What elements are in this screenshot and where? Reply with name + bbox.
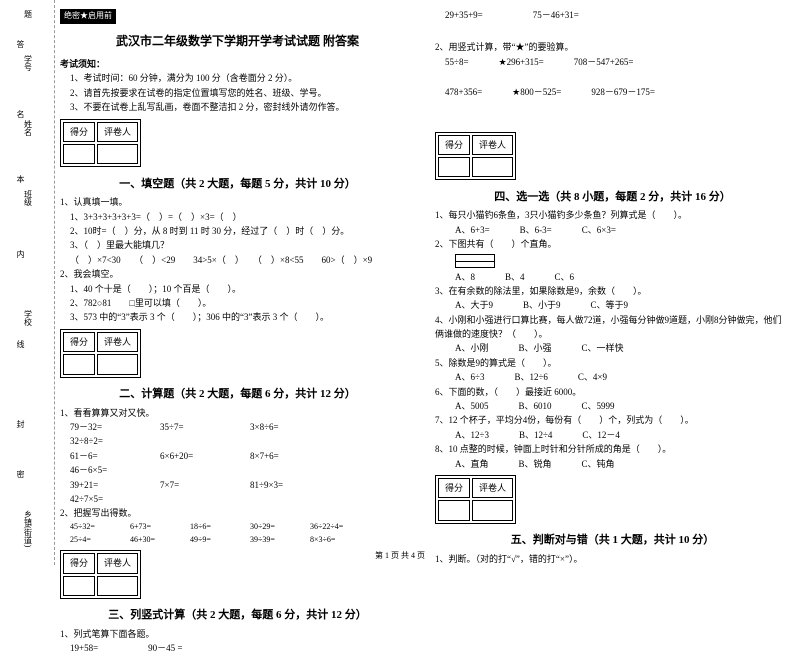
opt-row: A、大于9B、小于9C、等于9 — [435, 298, 790, 312]
q-text: 8、10 点整的时候，钟面上时针和分针所成的角是（ ）。 — [435, 442, 790, 456]
notice-line: 3、不要在试卷上乱写乱画，卷面不整洁扣 2 分，密封线外请勿作答。 — [60, 100, 415, 114]
section-1-title: 一、填空题（共 2 大题，每题 5 分，共计 10 分） — [60, 176, 415, 194]
left-column: 绝密★启用前 武汉市二年级数学下学期开学考试试题 附答案 考试须知： 1、考试时… — [60, 8, 415, 545]
score-box: 得分 评卷人 — [60, 329, 141, 378]
bind-mark: 封 — [15, 420, 26, 428]
page-footer: 第 1 页 共 4 页 — [0, 550, 800, 561]
score-box: 得分 评卷人 — [435, 475, 516, 524]
rectangle-figure — [455, 254, 495, 268]
bind-mark: 内 — [15, 250, 26, 258]
calc-row: 25÷4=46+30=49÷9=39÷39=8×3÷6= — [60, 534, 415, 547]
q-text: 1、每只小猫钓6条鱼，3只小猫钓多少条鱼？列算式是（ ）。 — [435, 208, 790, 222]
section-3-title: 三、列竖式计算（共 2 大题，每题 6 分，共计 12 分） — [60, 607, 415, 625]
grader-label: 评卷人 — [97, 332, 138, 352]
q-item: （ ）×7<30 （ ）<29 34>5×（ ） （ ）×8<55 60>（ ）… — [60, 253, 415, 267]
grader-label: 评卷人 — [472, 135, 513, 155]
q-item: 3、（ ）里最大能填几？ — [60, 238, 415, 252]
bind-mark: 本 — [15, 175, 26, 183]
bind-label: 学校 — [23, 310, 34, 326]
section-4-title: 四、选一选（共 8 小题，每题 2 分，共计 16 分） — [435, 189, 790, 207]
q-text: 4、小刚和小强进行口算比赛，每人做72道，小强每分钟做9道题，小刚8分钟做完，他… — [435, 313, 790, 342]
bind-label: 题 — [23, 10, 34, 18]
q-text: 1、认真填一填。 — [60, 195, 415, 209]
score-label: 得分 — [63, 122, 95, 142]
notice-line: 1、考试时间：60 分钟，满分为 100 分（含卷面分 2 分）。 — [60, 71, 415, 85]
q-item: 3、573 中的“3”表示 3 个（ ）；306 中的“3”表示 3 个（ ）。 — [60, 310, 415, 324]
bind-mark: 答 — [15, 40, 26, 48]
calc-row: 29+35+9=75－46+31= — [435, 8, 790, 22]
score-label: 得分 — [438, 478, 470, 498]
score-box: 得分 评卷人 — [435, 132, 516, 181]
q-item: 1、3+3+3+3+3+3=（ ）=（ ）×3=（ ） — [60, 210, 415, 224]
opt-row: A、8B、4C、6 — [435, 270, 790, 284]
score-label: 得分 — [438, 135, 470, 155]
bind-mark: 线 — [15, 340, 26, 348]
opt-row: A、12÷3B、12÷4C、12－4 — [435, 428, 790, 442]
grader-label: 评卷人 — [472, 478, 513, 498]
calc-row: 19+58=90－45 = — [60, 641, 415, 655]
bind-label: 姓名 — [23, 120, 34, 136]
score-label: 得分 — [63, 332, 95, 352]
q-item: 2、782○81 □里可以填（ ）。 — [60, 296, 415, 310]
q-text: 6、下面的数，（ ）最接近 6000。 — [435, 385, 790, 399]
q-text: 2、用竖式计算，带“★”的要验算。 — [435, 40, 790, 54]
q-item: 2、10时=（ ）分，从 8 时到 11 时 30 分，经过了（ ）时（ ）分。 — [60, 224, 415, 238]
calc-row: 55÷8=★296+315=708－547+265= — [435, 55, 790, 69]
calc-row: 61－6=6×6+20=8×7+6=46－6×5= — [60, 449, 415, 478]
opt-row: A、6+3=B、6-3=C、6×3= — [435, 223, 790, 237]
opt-row: A、6÷3B、12÷6C、4×9 — [435, 370, 790, 384]
bind-label: 班级 — [23, 190, 34, 206]
notice-line: 2、请首先按要求在试卷的指定位置填写您的姓名、班级、学号。 — [60, 86, 415, 100]
q-item: 1、40 个十是（ ）；10 个百是（ ）。 — [60, 282, 415, 296]
exam-title: 武汉市二年级数学下学期开学考试试题 附答案 — [60, 32, 415, 51]
calc-row: 79－32=35÷7=3×8÷6=32÷8÷2= — [60, 420, 415, 449]
grader-label: 评卷人 — [97, 122, 138, 142]
q-text: 2、把握写出得数。 — [60, 506, 415, 520]
opt-row: A、5005B、6010C、5999 — [435, 399, 790, 413]
q-text: 1、看看算算又对又快。 — [60, 406, 415, 420]
binding-margin: 题 学号 答 姓名 名 班级 本 内 学校 线 封 密 乡镇(街道) — [0, 0, 55, 565]
q-text: 2、我会填空。 — [60, 267, 415, 281]
calc-row: 39+21=7×7=81÷9×3=42÷7×5= — [60, 478, 415, 507]
calc-row: 45÷32=6+73=18÷6=30÷29=36÷22÷4= — [60, 521, 415, 534]
q-text: 7、12 个杯子，平均分4份，每份有（ ）个，列式为（ ）。 — [435, 413, 790, 427]
secret-label: 绝密★启用前 — [60, 9, 116, 24]
opt-row: A、小刚B、小强C、一样快 — [435, 341, 790, 355]
section-5-title: 五、判断对与错（共 1 大题，共计 10 分） — [435, 532, 790, 550]
q-text: 1、列式笔算下面各题。 — [60, 627, 415, 641]
bind-mark: 密 — [15, 470, 26, 478]
q-text: 3、在有余数的除法里，如果除数是9，余数（ ）。 — [435, 284, 790, 298]
page-content: 绝密★启用前 武汉市二年级数学下学期开学考试试题 附答案 考试须知： 1、考试时… — [60, 8, 790, 545]
q-text: 2、下图共有（ ）个直角。 — [435, 237, 790, 251]
q-text: 5、除数是9的算式是（ ）。 — [435, 356, 790, 370]
score-box: 得分 评卷人 — [60, 119, 141, 168]
calc-row: 478+356=★800－525=928－679－175= — [435, 85, 790, 99]
opt-row: A、直角B、锐角C、钝角 — [435, 457, 790, 471]
bind-label: 乡镇(街道) — [23, 510, 34, 547]
section-2-title: 二、计算题（共 2 大题，每题 6 分，共计 12 分） — [60, 386, 415, 404]
notice-title: 考试须知： — [60, 57, 415, 71]
bind-label: 学号 — [23, 55, 34, 71]
right-column: 29+35+9=75－46+31= 2、用竖式计算，带“★”的要验算。 55÷8… — [435, 8, 790, 545]
bind-mark: 名 — [15, 110, 26, 118]
